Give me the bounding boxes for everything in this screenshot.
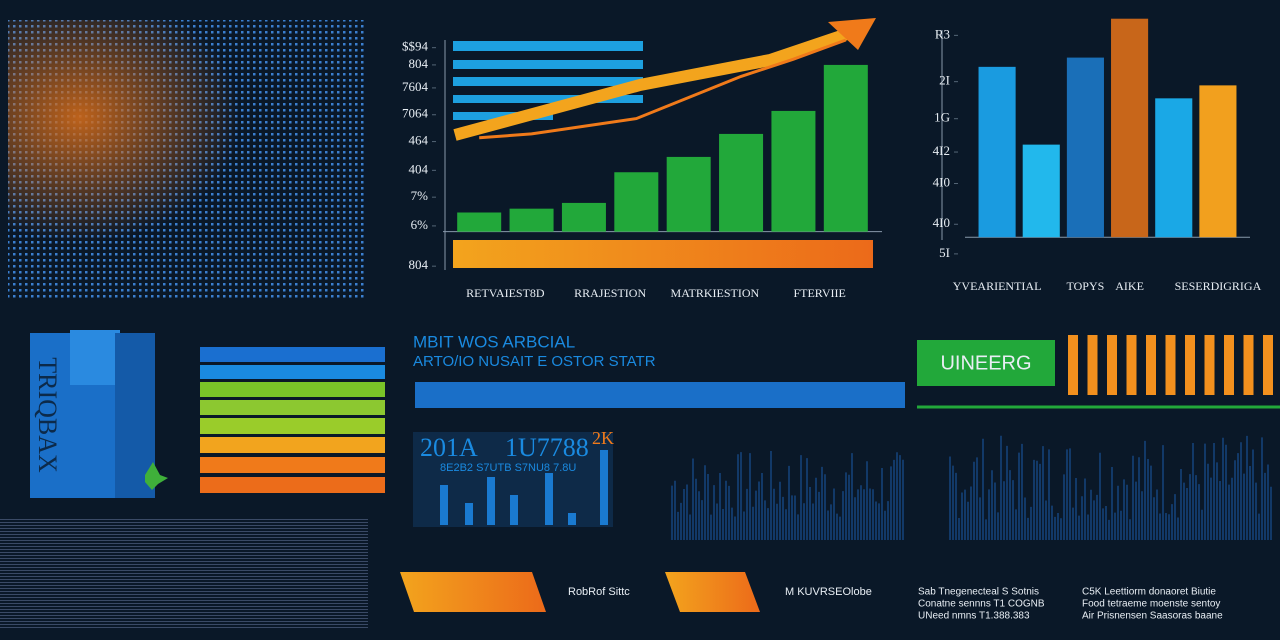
y-tick-label: 464 bbox=[409, 133, 429, 148]
deco-bar bbox=[487, 477, 495, 525]
x-axis-label: RETVAIEST8D bbox=[466, 286, 545, 300]
x-tick-label: AIKE bbox=[1115, 279, 1144, 293]
y-tick-label: 804 bbox=[409, 257, 429, 272]
stacked-strips bbox=[200, 347, 385, 493]
bar bbox=[1155, 98, 1193, 238]
y-tick-label: 7064 bbox=[402, 106, 429, 121]
y-tick-label: 4I0 bbox=[933, 215, 950, 230]
deco-stripe bbox=[1087, 335, 1098, 395]
x-axis-label: MATRKIESTION bbox=[671, 286, 760, 300]
deco-stripe bbox=[1146, 335, 1156, 395]
note: Air Prisnensen Saasoras baane bbox=[1082, 611, 1223, 622]
y-tick-label: R3 bbox=[935, 26, 950, 41]
deco-bar bbox=[568, 513, 576, 525]
line-pattern bbox=[0, 517, 368, 630]
bar bbox=[1022, 144, 1060, 238]
progress-bar bbox=[415, 382, 905, 408]
deco-stripe bbox=[1068, 335, 1078, 395]
note: Sab Tnegenecteal S Sotnis bbox=[918, 587, 1039, 598]
deco-bar bbox=[545, 473, 553, 525]
y-tick-label: 804 bbox=[409, 56, 429, 71]
bar bbox=[561, 202, 606, 232]
bar bbox=[823, 64, 868, 232]
spectra bbox=[671, 435, 1272, 540]
x-tick-label: YVEARIENTIAL bbox=[953, 279, 1042, 293]
tag-shape bbox=[400, 572, 546, 612]
note: Conatne sennns T1 COGNB bbox=[918, 599, 1045, 610]
mini-bars bbox=[440, 450, 608, 525]
bar bbox=[978, 66, 1016, 238]
tag-label: M KUVRSEOlobe bbox=[785, 586, 872, 598]
note: Food tetraeme moenste sentoy bbox=[1082, 599, 1220, 610]
deco-bar bbox=[440, 485, 448, 525]
note: UNeed nmns T1.388.383 bbox=[918, 611, 1030, 622]
deco-stripe bbox=[1243, 335, 1254, 395]
bar bbox=[771, 110, 816, 232]
bar bbox=[1111, 18, 1149, 238]
y-tick-label: 4I2 bbox=[933, 143, 950, 158]
x-tick-label: TOPYS bbox=[1067, 279, 1105, 293]
panel-heading: MBIT WOS ARBCIAL bbox=[413, 332, 575, 351]
bar bbox=[1199, 85, 1237, 238]
stat-caption: 8E2B2 S7UTB S7NU8 7.8U bbox=[440, 462, 576, 474]
y-tick-label: 5I bbox=[939, 245, 950, 260]
deco-bar bbox=[600, 450, 608, 525]
book-icon bbox=[30, 330, 168, 498]
line bbox=[479, 38, 847, 140]
glow bbox=[8, 20, 366, 298]
y-tick-label: 6% bbox=[411, 217, 429, 232]
summary-strip bbox=[453, 240, 873, 268]
x-tick-label: SESERDIGRIGA bbox=[1175, 279, 1262, 293]
tag-shape bbox=[665, 572, 760, 612]
deco-stripe bbox=[1107, 335, 1117, 395]
tag-label: RobRof Sittc bbox=[568, 586, 630, 598]
deco-stripe bbox=[1263, 335, 1273, 395]
stat-big: 201A bbox=[420, 433, 478, 462]
bar bbox=[719, 133, 764, 232]
deco-stripe bbox=[1204, 335, 1215, 395]
y-tick-label: $$94 bbox=[402, 39, 429, 54]
deco-bar bbox=[465, 503, 473, 525]
arrow-head bbox=[828, 18, 876, 50]
x-axis-label: RRAJESTION bbox=[574, 286, 646, 300]
trend-arrow bbox=[453, 27, 852, 141]
stripes bbox=[1068, 335, 1273, 395]
deco-stripe bbox=[1126, 335, 1137, 395]
bar bbox=[457, 212, 502, 232]
panel-subheading: ARTO/IO NUSAIT E OSTOR STATR bbox=[413, 353, 656, 370]
y-tick-label: 404 bbox=[409, 161, 429, 176]
y-tick-label: 1G bbox=[934, 110, 950, 125]
deco-bar bbox=[510, 495, 518, 525]
note: C5K Leettiorm donaoret Biutie bbox=[1082, 587, 1216, 598]
y-tick-label: 4I0 bbox=[933, 175, 950, 190]
x-axis-label: FTERVIIE bbox=[793, 286, 845, 300]
deco-stripe bbox=[1224, 335, 1234, 395]
deco-stripe bbox=[1165, 335, 1176, 395]
y-tick-label: 2I bbox=[939, 73, 950, 88]
stat-big: 1U7788 bbox=[505, 433, 589, 462]
stat-badge: 2K bbox=[592, 428, 614, 448]
bar bbox=[1066, 57, 1104, 238]
deco-stripe bbox=[1185, 335, 1195, 395]
y-tick-label: 7604 bbox=[402, 79, 429, 94]
y-tick-label: 7% bbox=[411, 188, 429, 203]
button-label[interactable]: UINEERG bbox=[940, 352, 1031, 374]
bar bbox=[666, 156, 711, 232]
bar bbox=[509, 208, 554, 232]
side-label: TRIQBAX bbox=[33, 357, 62, 473]
bar bbox=[614, 172, 659, 232]
button[interactable] bbox=[917, 340, 1055, 386]
